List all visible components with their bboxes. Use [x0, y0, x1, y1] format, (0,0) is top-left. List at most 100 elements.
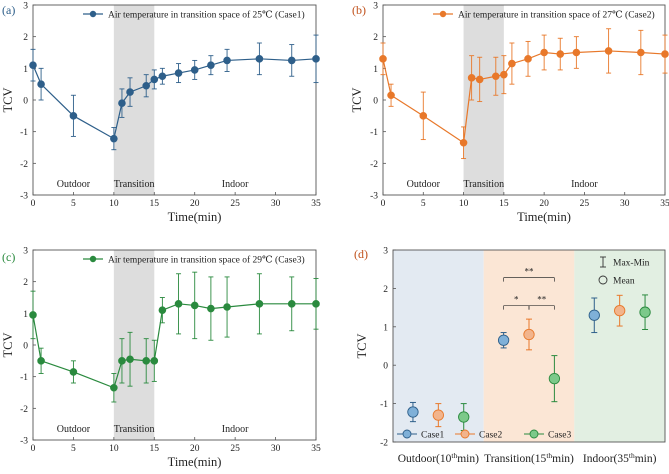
- data-point: [37, 80, 45, 88]
- x-tick-label: 30: [271, 444, 281, 454]
- data-point: [158, 72, 167, 81]
- data-point: [508, 59, 516, 68]
- data-point: [110, 383, 118, 392]
- y-tick-label: 3: [23, 2, 28, 12]
- legend-marker: [402, 429, 412, 439]
- mean-point: [588, 309, 600, 321]
- group-label-end: min): [552, 453, 574, 465]
- x-axis-title: Time(min): [517, 210, 571, 224]
- region-label: Transition: [463, 179, 504, 190]
- data-point: [174, 300, 183, 308]
- legend-label: Case2: [479, 431, 502, 441]
- group-label-sup: th: [629, 451, 635, 460]
- data-point: [69, 368, 78, 376]
- x-tick-label: 15: [499, 199, 509, 209]
- y-tick-label: 3: [23, 247, 28, 257]
- x-tick-label: 25: [230, 444, 240, 454]
- data-point: [492, 72, 500, 81]
- data-point: [126, 355, 134, 364]
- group-label-main: Indoor(35: [583, 453, 629, 465]
- data-point: [118, 357, 126, 365]
- y-tick-label: 3: [373, 2, 378, 12]
- y-tick-label: 1: [23, 310, 28, 320]
- significance-label: **: [537, 295, 547, 305]
- legend-label: Air temperature in transition space of 2…: [458, 10, 655, 21]
- region-label: Transition: [114, 179, 155, 190]
- legend-label: Case3: [548, 431, 571, 441]
- data-point: [661, 50, 669, 58]
- data-point: [207, 61, 215, 69]
- group-background: [574, 250, 665, 442]
- data-point: [255, 300, 264, 308]
- group-label-end: min): [635, 453, 657, 465]
- legend-label: Air temperature in transition space of 2…: [108, 10, 305, 21]
- data-point: [556, 50, 565, 58]
- significance-label: **: [525, 267, 535, 277]
- y-tick-label: -2: [20, 405, 28, 415]
- axes-frame: [392, 249, 666, 443]
- y-tick-label: 0: [23, 342, 28, 352]
- legend-marker: [89, 255, 97, 263]
- y-tick-label: 2: [23, 33, 28, 43]
- data-point: [419, 112, 428, 120]
- x-tick-label: 25: [580, 199, 590, 209]
- x-tick-label: 10: [459, 199, 469, 209]
- x-tick-label: 20: [190, 199, 200, 209]
- axes-frame: [32, 249, 317, 441]
- x-axis-title: Time(min): [168, 455, 222, 469]
- y-tick-label: 0: [23, 97, 28, 107]
- group-label: Transition(15thmin): [484, 451, 574, 465]
- y-tick-label: -3: [20, 437, 28, 447]
- data-point: [312, 300, 320, 308]
- transition-band: [113, 250, 155, 440]
- y-axis-title: TCV: [355, 334, 369, 359]
- axes-frame: [382, 4, 666, 196]
- group-label-main: Transition(15: [484, 453, 546, 465]
- key-mean-label: Mean: [613, 277, 635, 287]
- y-tick-label: -1: [20, 373, 28, 383]
- series-line: [32, 58, 317, 140]
- y-tick-label: -1: [370, 128, 378, 138]
- x-tick-label: 0: [31, 444, 36, 454]
- data-point: [540, 48, 548, 57]
- data-point: [459, 138, 468, 147]
- y-axis-title: TCV: [1, 333, 15, 358]
- mean-point: [458, 411, 470, 423]
- x-tick-label: 35: [660, 199, 669, 209]
- mean-point: [523, 328, 535, 341]
- x-tick-label: 5: [421, 199, 426, 209]
- x-tick-label: 30: [620, 199, 630, 209]
- x-tick-label: 10: [109, 199, 119, 209]
- legend-label: Air temperature in transition space of 2…: [108, 255, 305, 266]
- x-tick-label: 15: [150, 444, 160, 454]
- data-point: [467, 74, 476, 82]
- data-point: [475, 75, 484, 84]
- panel-label: (a): [2, 3, 15, 17]
- y-tick-label: 1: [373, 65, 378, 75]
- group-label: Indoor(35thmin): [583, 451, 657, 465]
- data-point: [223, 56, 231, 65]
- x-tick-label: 20: [539, 199, 549, 209]
- axes-frame: [32, 4, 317, 196]
- group-label-end: min): [457, 453, 479, 465]
- y-tick-label: -2: [20, 160, 28, 170]
- group-label-sup: th: [546, 451, 552, 460]
- y-tick-label: 1: [23, 65, 28, 75]
- x-axis-title: Time(min): [168, 210, 222, 224]
- y-tick-label: -2: [370, 160, 378, 170]
- x-tick-label: 5: [71, 444, 76, 454]
- y-tick-label: 0: [373, 97, 378, 107]
- data-point: [142, 357, 150, 365]
- data-point: [604, 47, 613, 55]
- y-tick-label: 2: [373, 33, 378, 43]
- panel-label: (d): [354, 247, 368, 261]
- x-tick-label: 30: [271, 199, 281, 209]
- data-point: [69, 112, 78, 120]
- data-point: [150, 357, 159, 365]
- data-point: [524, 55, 532, 63]
- data-point: [572, 48, 581, 57]
- data-point: [223, 303, 231, 311]
- x-tick-label: 35: [311, 199, 321, 209]
